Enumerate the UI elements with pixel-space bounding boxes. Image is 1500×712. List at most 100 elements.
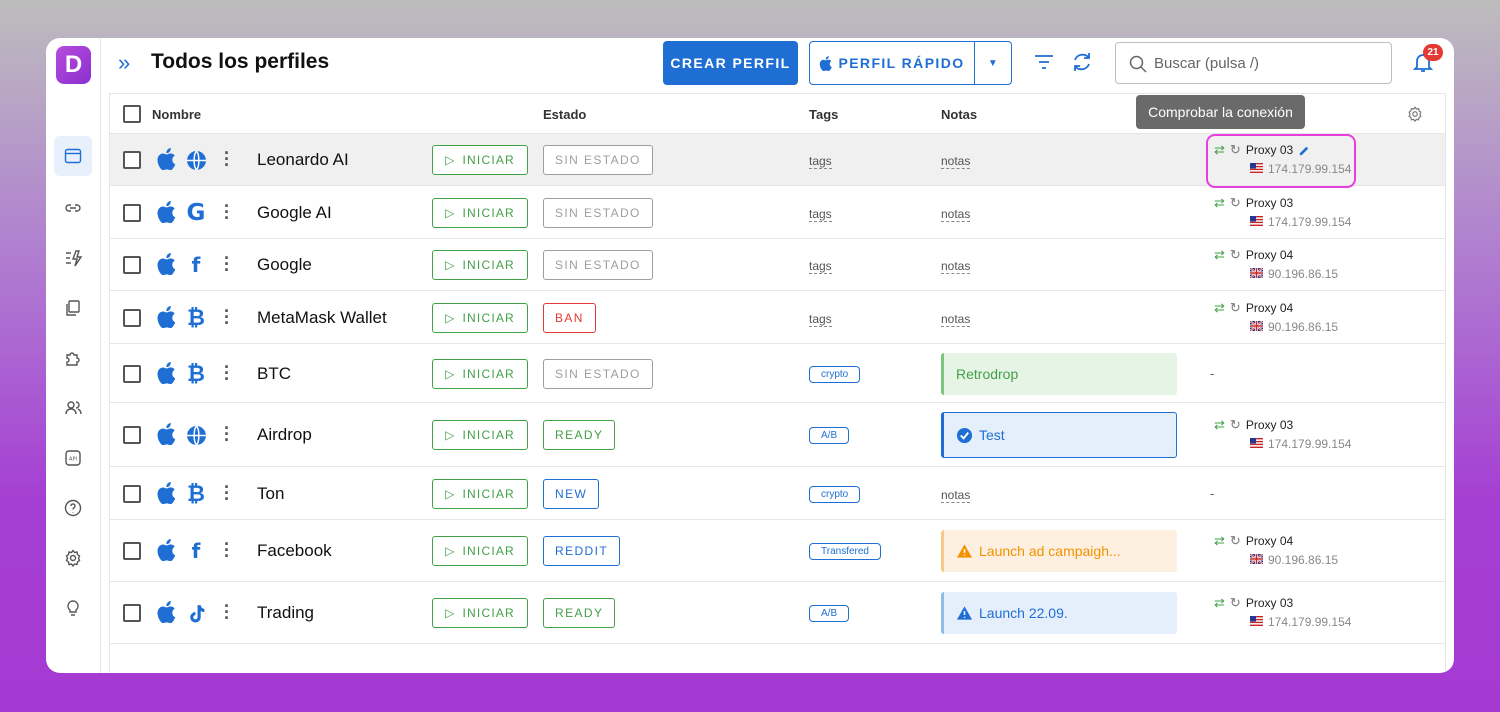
start-button[interactable]: ▷ INICIAR [432,478,528,509]
profile-name[interactable]: Airdrop [257,425,312,444]
create-profile-button[interactable]: CREAR PERFIL [663,41,798,85]
check-connection-icon[interactable]: ⇄ [1214,142,1225,157]
row-checkbox[interactable] [123,151,141,169]
refresh-icon[interactable] [1070,50,1094,79]
refresh-ip-icon[interactable]: ↻ [1229,247,1241,262]
row-checkbox[interactable] [123,308,141,327]
status-badge[interactable]: NEW [543,478,600,509]
row-checkbox[interactable] [123,542,141,560]
column-status[interactable]: Estado [543,107,587,122]
status-badge[interactable]: SIN ESTADO [543,197,653,228]
start-button[interactable]: ▷ INICIAR [432,302,528,333]
row-menu-icon[interactable]: · · · [224,534,230,566]
column-settings-icon[interactable] [1406,105,1424,123]
refresh-ip-icon[interactable]: ↻ [1229,595,1241,610]
check-connection-icon[interactable]: ⇄ [1214,299,1225,315]
tag-chip[interactable]: A/B [809,427,850,444]
settings-icon[interactable] [54,538,92,578]
table-row[interactable]: · · · Leonardo AI ▷ INICIAR SIN ESTADO tags nota… [110,134,1445,186]
team-icon[interactable] [54,388,92,428]
table-row[interactable]: f · · · Facebook ▷ INICIAR REDDIT Transfered Laun… [110,520,1445,582]
table-row[interactable]: · · · Trading ▷ INICIAR READY A/B Launch 22.09. … [110,582,1445,644]
row-checkbox[interactable] [123,256,141,274]
refresh-ip-icon[interactable]: ↻ [1229,417,1241,432]
tag-chip[interactable]: crypto [809,365,861,383]
status-badge[interactable]: SIN ESTADO [543,250,653,280]
quick-profile-dropdown-icon[interactable]: ▼ [974,42,1012,84]
row-menu-icon[interactable]: · · · [224,596,230,628]
row-menu-icon[interactable]: · · · [224,300,230,333]
row-checkbox[interactable] [123,604,141,622]
row-checkbox[interactable] [123,484,141,503]
note-box[interactable]: Test [941,412,1177,458]
search-input[interactable] [1154,52,1379,74]
status-badge[interactable]: READY [543,420,616,450]
notes-placeholder[interactable]: notas [941,311,971,327]
row-menu-icon[interactable]: · · · [224,418,230,450]
automation-icon[interactable] [54,238,92,278]
tag-chip[interactable]: Transfered [809,543,881,560]
edit-pencil-icon[interactable] [1298,144,1311,157]
column-name[interactable]: Nombre [152,107,202,122]
row-menu-icon[interactable]: · · · [224,476,230,509]
expand-sidebar-icon[interactable]: » [118,50,131,75]
tags-placeholder[interactable]: tags [809,259,832,274]
check-connection-icon[interactable]: ⇄ [1214,595,1225,610]
refresh-ip-icon[interactable]: ↻ [1229,194,1241,210]
copy-icon[interactable] [54,288,92,328]
note-box[interactable]: Retrodrop [941,352,1177,395]
extensions-icon[interactable] [54,338,92,378]
profile-name[interactable]: Google [257,255,312,274]
start-button[interactable]: ▷ INICIAR [432,598,528,628]
note-box[interactable]: Launch ad campaigh... [941,530,1177,572]
profile-name[interactable]: Google AI [257,202,332,222]
proxy-cell[interactable]: ⇄ ↻ Proxy 03 174.179.99.154 [1214,195,1351,229]
refresh-ip-icon[interactable]: ↻ [1229,533,1241,548]
proxy-cell[interactable]: ⇄ ↻ Proxy 04 90.196.86.15 [1214,533,1338,567]
tag-chip[interactable]: crypto [809,485,861,503]
start-button[interactable]: ▷ INICIAR [432,536,528,566]
notes-placeholder[interactable]: notas [941,206,971,222]
status-badge[interactable]: SIN ESTADO [543,145,653,175]
notes-placeholder[interactable]: notas [941,259,971,274]
refresh-ip-icon[interactable]: ↻ [1229,299,1241,315]
app-logo[interactable]: D [56,46,91,84]
check-connection-icon[interactable]: ⇄ [1214,194,1225,210]
tag-chip[interactable]: A/B [809,605,850,622]
table-row[interactable]: f · · · Google ▷ INICIAR SIN ESTADO tags notas ⇄ ↻… [110,239,1445,291]
table-row[interactable]: ₿ · · · Ton ▷ INICIAR NEW crypto notas - [110,467,1445,520]
proxy-cell[interactable]: ⇄ ↻ Proxy 04 90.196.86.15 [1214,247,1338,281]
note-box[interactable]: Launch 22.09. [941,592,1177,634]
notes-placeholder[interactable]: notas [941,154,971,169]
table-row[interactable]: ₿ · · · MetaMask Wallet ▷ INICIAR BAN tags notas … [110,291,1445,344]
quick-profile-main[interactable]: PERFIL RÁPIDO [810,42,974,84]
profile-name[interactable]: Facebook [257,541,332,560]
proxy-cell[interactable]: ⇄ ↻ Proxy 03 174.179.99.154 [1214,142,1351,176]
row-checkbox[interactable] [123,203,141,222]
filter-icon[interactable] [1032,50,1056,79]
column-tags[interactable]: Tags [809,107,839,122]
check-connection-icon[interactable]: ⇄ [1214,247,1225,262]
browser-window-icon[interactable] [54,136,92,176]
profile-name[interactable]: Ton [257,483,285,503]
select-all-checkbox[interactable] [123,105,141,123]
column-notes[interactable]: Notas [941,107,978,122]
notes-placeholder[interactable]: notas [941,487,971,503]
help-icon[interactable] [54,488,92,528]
refresh-ip-icon[interactable]: ↻ [1229,142,1241,157]
start-button[interactable]: ▷ INICIAR [432,250,528,280]
profile-name[interactable]: Trading [257,603,315,622]
proxy-cell[interactable]: ⇄ ↻ Proxy 04 90.196.86.15 [1214,300,1338,334]
tags-placeholder[interactable]: tags [809,311,832,327]
row-checkbox[interactable] [123,426,141,444]
start-button[interactable]: ▷ INICIAR [432,358,528,389]
profile-name[interactable]: Leonardo AI [257,150,349,169]
status-badge[interactable]: READY [543,598,616,628]
quick-profile-button[interactable]: PERFIL RÁPIDO ▼ [809,41,1012,85]
tags-placeholder[interactable]: tags [809,154,832,169]
tags-placeholder[interactable]: tags [809,206,832,222]
lightbulb-icon[interactable] [54,588,92,628]
start-button[interactable]: ▷ INICIAR [432,145,528,175]
row-menu-icon[interactable]: · · · [224,143,230,175]
link-icon[interactable] [54,188,92,228]
